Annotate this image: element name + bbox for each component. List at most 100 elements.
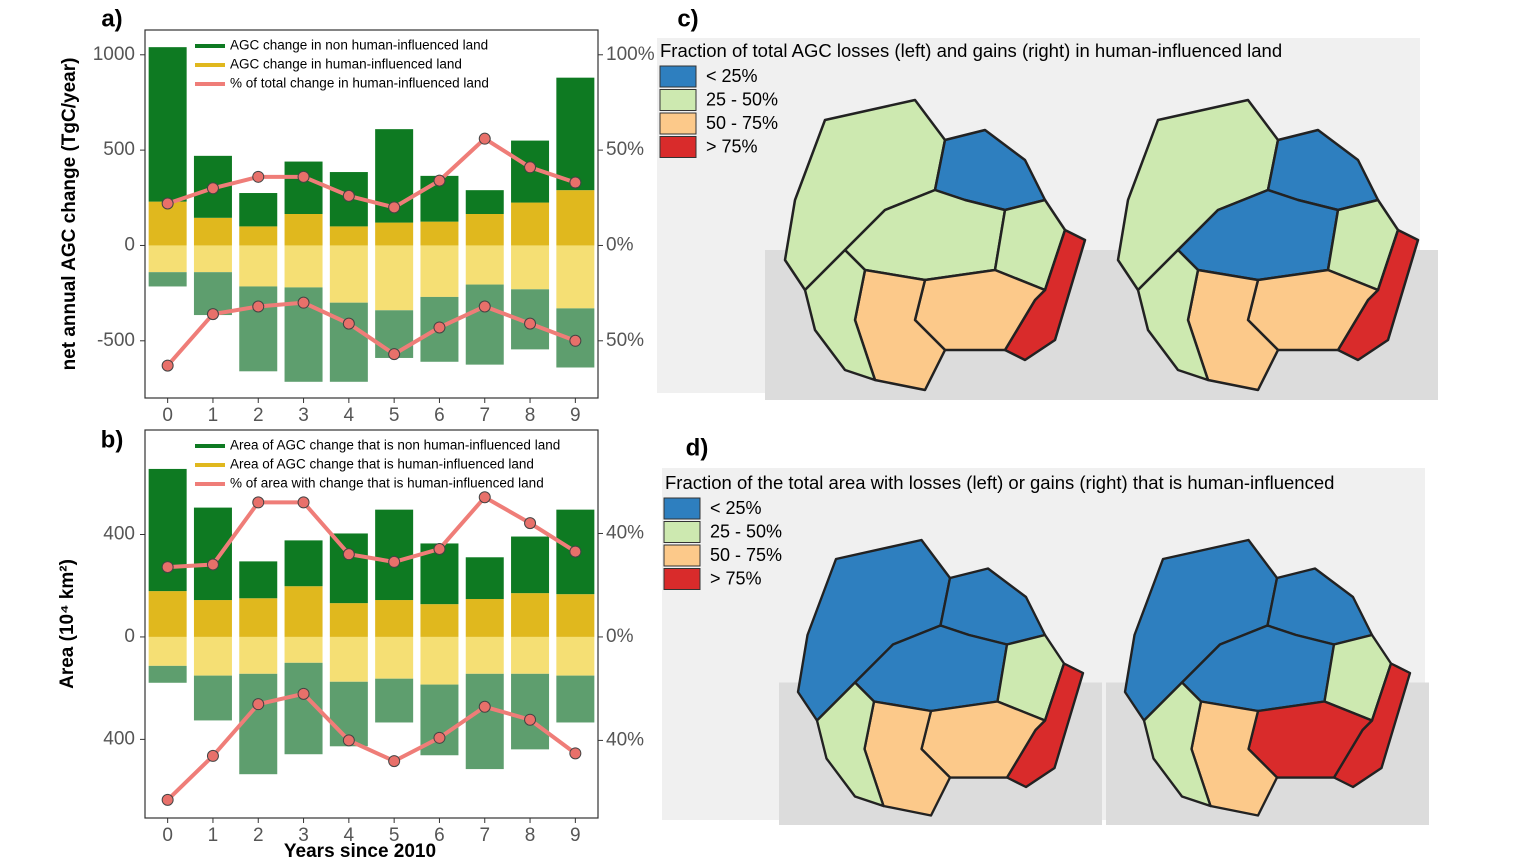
pct-point [342,189,355,202]
legend-label: Area of AGC change that is human-influen… [230,457,534,472]
legend-swatch [663,497,701,520]
pct-point [569,176,582,189]
pct-point [297,170,310,183]
bar-gain [148,47,187,202]
pct-point [297,296,310,309]
pct-point [342,548,355,561]
pct-point [569,545,582,558]
bar-gain [193,507,232,601]
map [1106,538,1429,825]
x-tick-label: 2 [253,405,264,426]
bar-loss [239,673,278,775]
pct-point [161,197,174,210]
bar-gain [465,557,504,600]
bar-gain [465,190,504,214]
pct-point [524,713,537,726]
bar-gain [511,593,550,637]
bar-loss [239,636,278,674]
legend-label: 25 - 50% [710,521,782,541]
x-tick-label: 7 [479,825,490,846]
map [765,98,1105,400]
bar-loss [511,673,550,750]
legend-label: > 75% [710,568,762,588]
panel-label: c) [677,5,698,32]
pct-point [433,542,446,555]
x-tick-label: 4 [344,825,355,846]
legend-label: < 25% [710,498,762,518]
bar-gain [511,536,550,594]
legend-label: 25 - 50% [706,89,778,109]
pct-point [161,561,174,574]
y2-tick-label: 40% [606,522,644,543]
pct-point [388,201,401,214]
bar-loss [329,636,368,682]
y-tick-label: -500 [97,330,135,351]
bar-loss [375,245,414,311]
pct-point [478,491,491,504]
bar-loss [375,636,414,679]
panel-label: d) [686,434,709,461]
bar-loss [511,245,550,290]
bar-loss [193,636,232,676]
bar-loss [556,245,595,309]
pct-point [297,496,310,509]
map-region [1136,248,1210,382]
bar-gain [556,190,595,246]
bar-loss [329,302,368,382]
legend-label: AGC change in human-influenced land [230,57,462,72]
bar-loss [465,284,504,365]
y2-tick-label: 100% [606,44,655,65]
bar-loss [556,636,595,676]
bar-gain [556,594,595,637]
x-tick-label: 0 [162,825,173,846]
panel-label: a) [101,5,122,32]
legend-label: > 75% [706,136,758,156]
y2-tick-label: 40% [606,729,644,750]
bar-gain [375,509,414,601]
bar-loss [465,636,504,674]
pct-point [161,793,174,806]
pct-point [433,321,446,334]
plot-frame [144,429,599,819]
y2-tick-label: 50% [606,139,644,160]
x-tick-label: 8 [525,405,536,426]
x-tick-label: 6 [434,405,445,426]
bar-gain [239,193,278,227]
pct-point [342,734,355,747]
legend-label: < 25% [706,66,758,86]
bar-gain [329,603,368,637]
bar-loss [148,636,187,666]
pct-point [478,132,491,145]
bar-loss [193,272,232,316]
pct-point [524,517,537,530]
bar-loss [193,245,232,273]
legend-swatch [659,112,697,135]
legend-swatch [659,136,697,158]
pct-line [166,300,577,367]
bar-loss [420,636,459,685]
pct-point [206,749,219,762]
bar-loss [239,286,278,372]
pct-point [569,334,582,347]
x-tick-label: 6 [434,825,445,846]
pct-point [206,182,219,195]
bar-gain [375,222,414,246]
bar-loss [329,245,368,303]
x-tick-label: 2 [253,825,264,846]
legend-swatch [659,65,697,88]
pct-point [569,747,582,760]
pct-point [524,317,537,330]
pct-point [206,558,219,571]
bar-loss [239,245,278,287]
x-tick-label: 3 [298,825,309,846]
bar-loss [465,245,504,285]
y-tick-label: 0 [124,234,135,255]
x-tick-label: 1 [208,405,219,426]
bar-gain [239,226,278,246]
bar-loss [193,675,232,721]
pct-line [167,494,577,570]
x-tick-label: 8 [525,825,536,846]
bar-gain [420,221,459,246]
bar-gain [465,214,504,246]
